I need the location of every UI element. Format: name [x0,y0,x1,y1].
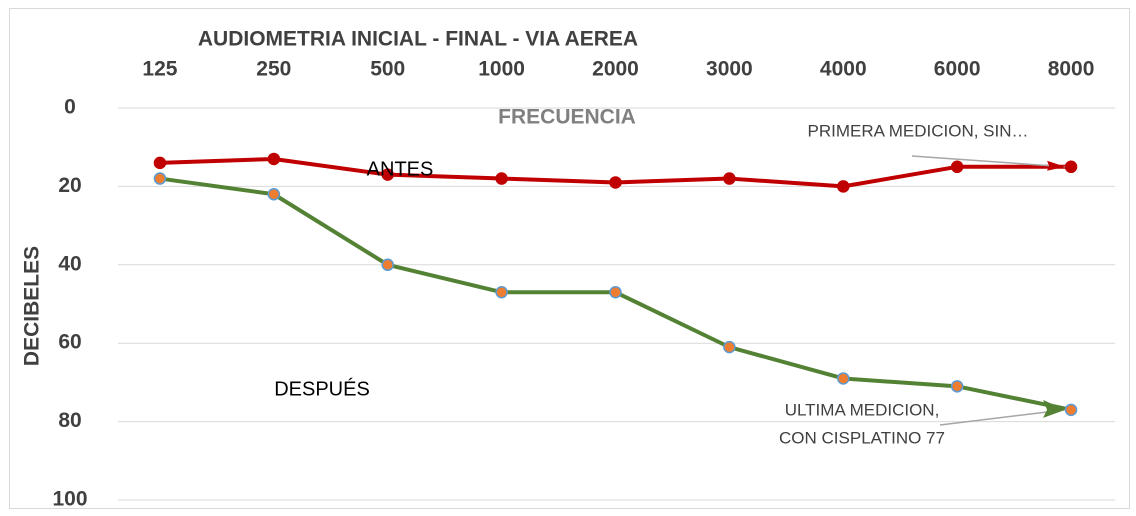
y-axis-title: DECIBELES [21,246,44,366]
chart-border [9,8,1130,509]
y-tick-label: 60 [58,331,81,354]
data-point [267,152,281,166]
data-point [153,156,167,170]
x-tick-label: 500 [370,58,405,81]
data-point [609,285,622,299]
y-tick-label: 100 [52,488,87,511]
annotation: PRIMERA MEDICION, SIN… [807,121,1028,140]
data-point [609,176,622,189]
data-point [381,258,394,272]
chart-title: AUDIOMETRIA INICIAL - FINAL - VIA AEREA [198,28,638,51]
data-point [381,168,394,181]
data-point [950,160,964,174]
x-tick-label: 8000 [1048,58,1095,81]
x-tick-label: 6000 [934,58,981,81]
data-point [950,380,964,393]
data-point [153,172,167,185]
x-tick-label: 1000 [478,58,525,81]
data-point [495,285,508,299]
annotation-arrow [911,155,1066,168]
x-axis-title: FRECUENCIA [498,106,636,129]
data-point [837,372,850,385]
data-point [495,172,508,185]
series-label: DESPUÉS [274,377,370,400]
data-point [267,187,281,201]
x-tick-label: 3000 [706,58,753,81]
x-tick-label: 125 [142,58,177,81]
data-point [1064,160,1078,174]
y-tick-label: 20 [58,174,81,197]
arrow-head [1043,399,1066,418]
series-label: ANTES [367,158,434,180]
data-point [837,180,850,193]
data-point [1064,403,1078,417]
y-tick-label: 0 [64,96,76,119]
annotation: ULTIMA MEDICION, [785,400,940,419]
y-tick-label: 80 [58,409,81,432]
data-point [723,340,736,354]
arrow-head [1047,160,1066,171]
x-tick-label: 4000 [820,58,867,81]
x-tick-label: 2000 [592,58,639,81]
annotation-arrow [939,409,1066,426]
data-point [723,172,736,185]
y-tick-label: 40 [58,252,81,275]
annotation: CON CISPLATINO 77 [779,428,945,447]
x-tick-label: 250 [256,58,291,81]
